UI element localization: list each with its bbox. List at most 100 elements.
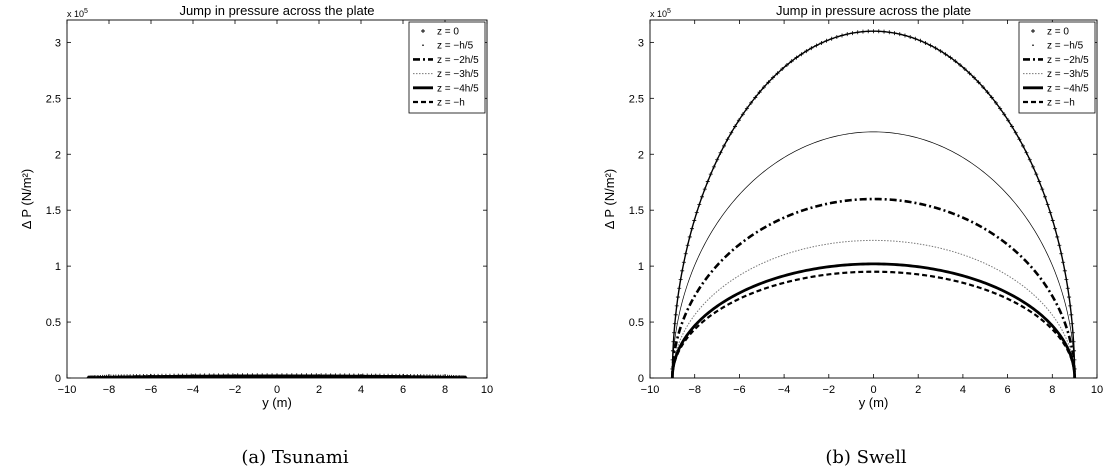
x-tick-label: 6 — [1005, 384, 1011, 396]
series-marker — [943, 52, 948, 57]
series-marker — [699, 194, 704, 199]
legend: z = 0 z = −h/5 z = −2h/5 z = −3h/5 z = −4h/5… — [1018, 21, 1096, 114]
series-marker — [958, 62, 963, 67]
series-marker — [993, 100, 998, 105]
legend-swatch — [1031, 29, 1035, 33]
series-marker — [981, 85, 986, 90]
series-marker — [804, 49, 809, 54]
x-tick-label: −8 — [688, 384, 701, 396]
series-marker — [967, 71, 972, 76]
x-axis-label: y (m) — [859, 395, 889, 410]
series-marker — [1050, 218, 1055, 223]
series-line-3 — [671, 239, 1076, 378]
series-line-5 — [671, 270, 1076, 378]
series-marker — [1048, 210, 1053, 215]
series-marker — [819, 41, 824, 46]
series-marker — [1020, 143, 1025, 148]
series-marker — [753, 95, 758, 100]
x-tick-label: 4 — [358, 384, 364, 396]
legend-swatch — [1032, 44, 1034, 46]
legend-swatch — [421, 29, 425, 33]
series-marker — [933, 46, 938, 51]
x-tick-label: −10 — [58, 384, 77, 396]
x-tick-label: 8 — [442, 384, 448, 396]
series-marker — [689, 226, 694, 231]
x-tick-label: −10 — [641, 384, 660, 396]
series-marker — [736, 118, 741, 123]
series-marker — [1068, 303, 1073, 308]
series-marker — [892, 31, 897, 36]
series-marker — [780, 66, 785, 71]
series-marker — [876, 29, 881, 34]
series-group — [670, 29, 1077, 378]
series-marker — [770, 75, 775, 80]
y-multiplier-exponent: 5 — [667, 8, 671, 15]
x-tick-label: −8 — [103, 384, 116, 396]
series-marker — [887, 30, 892, 35]
series-marker — [702, 187, 707, 192]
series-marker — [1062, 268, 1067, 273]
series-marker — [1006, 118, 1011, 123]
series-marker — [962, 66, 967, 71]
series-marker — [1002, 112, 1007, 117]
series-marker — [1017, 137, 1022, 142]
legend-label: z = −2h/5 — [437, 55, 479, 66]
legend-label: z = −h/5 — [1047, 41, 1084, 52]
x-tick-label: −6 — [145, 384, 158, 396]
legend-label: z = −h — [1047, 98, 1075, 109]
series-marker — [757, 90, 762, 95]
series-marker — [1043, 194, 1048, 199]
series-marker — [1059, 251, 1064, 256]
x-tick-label: −2 — [229, 384, 242, 396]
series-marker — [678, 277, 683, 282]
y-tick-label: 0.5 — [629, 317, 644, 329]
series-marker — [1070, 321, 1075, 326]
series-marker — [1034, 172, 1039, 177]
y-tick-label: 1.5 — [46, 205, 61, 217]
series-marker — [976, 80, 981, 85]
x-tick-label: 0 — [274, 384, 280, 396]
y-tick-label: 3 — [55, 37, 61, 49]
series-marker — [685, 243, 690, 248]
series-marker — [1069, 312, 1074, 317]
y-tick-label: 1 — [638, 261, 644, 273]
y-tick-label: 1 — [55, 261, 61, 273]
series-marker — [913, 36, 918, 41]
series-marker — [708, 172, 713, 177]
series-marker — [694, 210, 699, 215]
x-tick-label: 2 — [316, 384, 322, 396]
series-marker — [948, 55, 953, 60]
legend-label: z = 0 — [1047, 27, 1069, 38]
series-marker — [672, 330, 677, 335]
legend-label: z = −2h/5 — [1047, 55, 1089, 66]
series-marker — [860, 29, 865, 34]
x-tick-label: −4 — [778, 384, 791, 396]
legend-label: z = 0 — [437, 27, 459, 38]
series-marker — [692, 218, 697, 223]
series-marker — [1061, 260, 1066, 265]
figure-caption: (b) Swell — [825, 447, 906, 468]
series-marker — [675, 295, 680, 300]
chart-panel-b: −10 −8 −6 −4 −2 0 2 4 6 8 10 0 0.5 1 1.5 2 2.5 3 x 105 Jump… — [602, 3, 1103, 410]
figure-caption: (a) Tsunami — [241, 447, 348, 468]
legend-swatch — [422, 44, 424, 46]
series-marker — [908, 34, 913, 39]
series-marker — [985, 90, 990, 95]
series-marker — [840, 33, 845, 38]
series-marker — [744, 106, 749, 111]
series-marker — [989, 95, 994, 100]
series-marker — [829, 36, 834, 41]
y-axis-label: Δ P (N/m²) — [19, 169, 34, 229]
series-line-0 — [671, 30, 1076, 378]
series-marker — [670, 348, 675, 353]
series-marker — [697, 202, 702, 207]
series-marker — [722, 143, 727, 148]
series-marker — [1013, 130, 1018, 135]
series-marker — [711, 164, 716, 169]
series-marker — [938, 49, 943, 54]
series-marker — [681, 260, 686, 265]
series-marker — [855, 30, 860, 35]
series-marker — [953, 59, 958, 64]
legend-box — [408, 21, 486, 114]
series-marker — [882, 29, 887, 34]
